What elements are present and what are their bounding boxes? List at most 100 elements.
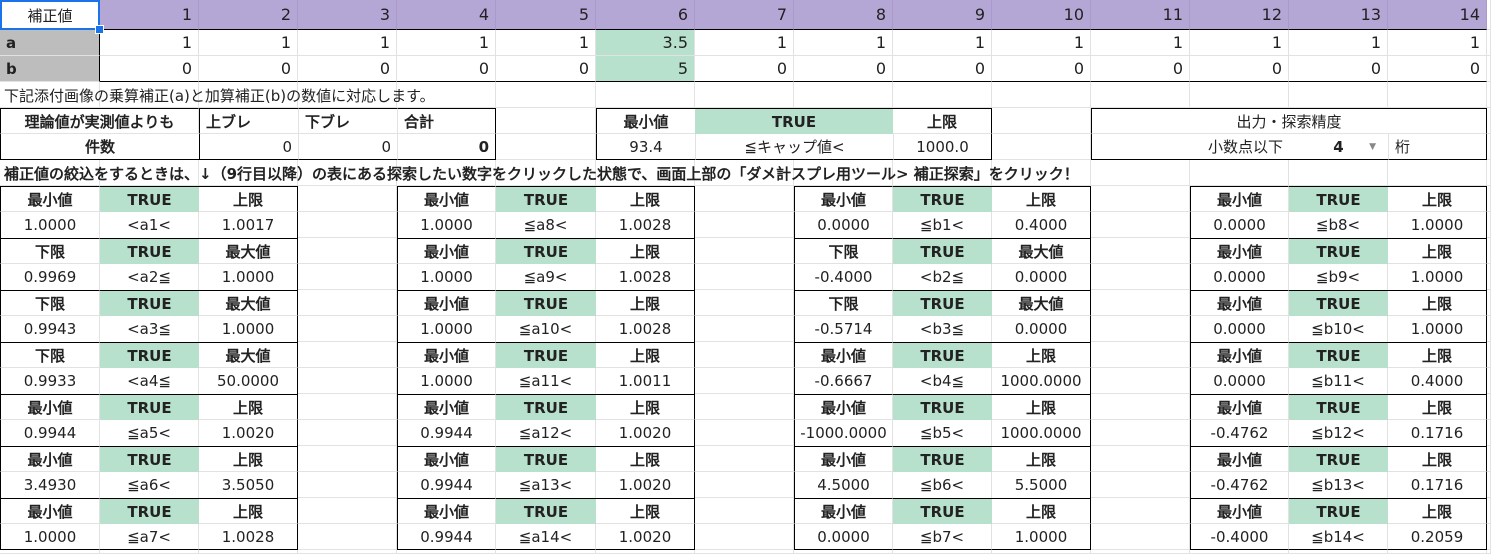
column-header[interactable]: 3: [298, 0, 397, 30]
grid-cell[interactable]: [1487, 316, 1491, 342]
grid-cell[interactable]: [1487, 30, 1491, 56]
lower-bound-value[interactable]: 1.0000: [397, 316, 496, 342]
grid-cell[interactable]: [1091, 160, 1190, 186]
grid-cell[interactable]: [1388, 550, 1487, 554]
condition-cell[interactable]: ≦a5<: [100, 420, 199, 446]
status-true[interactable]: TRUE: [893, 186, 992, 212]
bound-left-label[interactable]: 最小値: [397, 186, 496, 212]
lower-bound-value[interactable]: 1.0000: [397, 368, 496, 394]
upper-bound-value[interactable]: 1.0000: [199, 316, 298, 342]
count-title[interactable]: 理論値が実測値よりも: [0, 108, 199, 134]
grid-cell[interactable]: [992, 82, 1091, 108]
lower-bound-value[interactable]: -0.4000: [794, 264, 893, 290]
lower-bound-value[interactable]: 0.9944: [0, 420, 100, 446]
triangle-down-icon[interactable]: ▼: [1369, 141, 1376, 152]
grid-cell[interactable]: [1091, 368, 1190, 394]
grid-cell[interactable]: [298, 264, 397, 290]
grid-cell[interactable]: [1487, 472, 1491, 498]
status-true[interactable]: TRUE: [496, 290, 596, 316]
bound-right-label[interactable]: 上限: [596, 290, 695, 316]
status-true[interactable]: TRUE: [100, 238, 199, 264]
a-value-cell[interactable]: 1: [1190, 30, 1289, 56]
grid-cell[interactable]: [1388, 82, 1487, 108]
count-row-label[interactable]: 件数: [0, 134, 199, 160]
grid-cell[interactable]: [1487, 264, 1491, 290]
grid-cell[interactable]: [298, 82, 397, 108]
grid-cell[interactable]: [695, 420, 794, 446]
grid-cell[interactable]: [992, 550, 1091, 554]
grid-cell[interactable]: [1091, 212, 1190, 238]
condition-cell[interactable]: ≦a14<: [496, 524, 596, 550]
column-header[interactable]: 10: [992, 0, 1091, 30]
b-value-cell[interactable]: 0: [1388, 56, 1487, 82]
upper-bound-value[interactable]: 0.0000: [992, 316, 1091, 342]
bound-left-label[interactable]: 下限: [0, 238, 100, 264]
bound-right-label[interactable]: 上限: [1388, 290, 1487, 316]
grid-cell[interactable]: [1487, 446, 1491, 472]
grid-cell[interactable]: [496, 108, 596, 134]
bound-right-label[interactable]: 上限: [199, 498, 298, 524]
grid-cell[interactable]: [695, 290, 794, 316]
upper-bound-value[interactable]: 1.0028: [199, 524, 298, 550]
column-header[interactable]: 6: [596, 0, 695, 30]
grid-cell[interactable]: [1487, 368, 1491, 394]
condition-cell[interactable]: ≦b7<: [893, 524, 992, 550]
grid-cell[interactable]: [695, 186, 794, 212]
condition-cell[interactable]: ≦b12<: [1289, 420, 1388, 446]
grid-cell[interactable]: [496, 82, 596, 108]
upper-bound-value[interactable]: 1.0028: [596, 212, 695, 238]
status-true[interactable]: TRUE: [100, 342, 199, 368]
condition-cell[interactable]: <a1<: [100, 212, 199, 238]
grid-cell[interactable]: [1487, 108, 1491, 134]
lower-bound-value[interactable]: 1.0000: [0, 212, 100, 238]
grid-cell[interactable]: [298, 342, 397, 368]
grid-cell[interactable]: [1091, 550, 1190, 554]
bound-left-label[interactable]: 最小値: [0, 498, 100, 524]
bound-left-label[interactable]: 最小値: [1190, 290, 1289, 316]
grid-cell[interactable]: [1289, 160, 1388, 186]
lower-bound-value[interactable]: 0.0000: [1190, 212, 1289, 238]
grid-cell[interactable]: [298, 160, 397, 186]
bound-left-label[interactable]: 最小値: [794, 394, 893, 420]
grid-cell[interactable]: [1190, 82, 1289, 108]
column-header[interactable]: 14: [1388, 0, 1487, 30]
grid-cell[interactable]: [1190, 160, 1289, 186]
bound-right-label[interactable]: 上限: [992, 394, 1091, 420]
bound-left-label[interactable]: 下限: [794, 238, 893, 264]
column-header[interactable]: 4: [397, 0, 496, 30]
grid-cell[interactable]: [1091, 238, 1190, 264]
bound-left-label[interactable]: 最小値: [397, 290, 496, 316]
lower-bound-value[interactable]: 0.0000: [1190, 264, 1289, 290]
upper-bound-value[interactable]: 0.0000: [992, 264, 1091, 290]
grid-cell[interactable]: [1487, 524, 1491, 550]
condition-cell[interactable]: ≦a12<: [496, 420, 596, 446]
a-value-cell[interactable]: 1: [893, 30, 992, 56]
a-value-cell[interactable]: 1: [199, 30, 298, 56]
b-value-cell[interactable]: 0: [695, 56, 794, 82]
status-true[interactable]: TRUE: [1289, 498, 1388, 524]
upper-bound-value[interactable]: 1.0020: [596, 524, 695, 550]
condition-cell[interactable]: ≦a13<: [496, 472, 596, 498]
grid-cell[interactable]: [0, 82, 100, 108]
lower-bound-value[interactable]: 1.0000: [397, 264, 496, 290]
grid-cell[interactable]: [1487, 134, 1491, 160]
grid-cell[interactable]: [1091, 394, 1190, 420]
a-value-cell[interactable]: 3.5: [596, 30, 695, 56]
bound-right-label[interactable]: 上限: [1388, 498, 1487, 524]
a-value-cell[interactable]: 1: [1091, 30, 1190, 56]
grid-cell[interactable]: [992, 134, 1091, 160]
column-header[interactable]: 13: [1289, 0, 1388, 30]
cap-min-label[interactable]: 最小値: [596, 108, 695, 134]
bound-right-label[interactable]: 最大値: [199, 342, 298, 368]
bound-left-label[interactable]: 最小値: [1190, 238, 1289, 264]
b-value-cell[interactable]: 0: [496, 56, 596, 82]
grid-cell[interactable]: [199, 160, 298, 186]
grid-cell[interactable]: [1487, 550, 1491, 554]
grid-cell[interactable]: [695, 498, 794, 524]
lower-bound-value[interactable]: 0.0000: [1190, 316, 1289, 342]
grid-cell[interactable]: [596, 160, 695, 186]
bound-left-label[interactable]: 最小値: [397, 394, 496, 420]
upper-bound-value[interactable]: 1.0000: [1388, 264, 1487, 290]
a-value-cell[interactable]: 1: [794, 30, 893, 56]
grid-cell[interactable]: [794, 82, 893, 108]
